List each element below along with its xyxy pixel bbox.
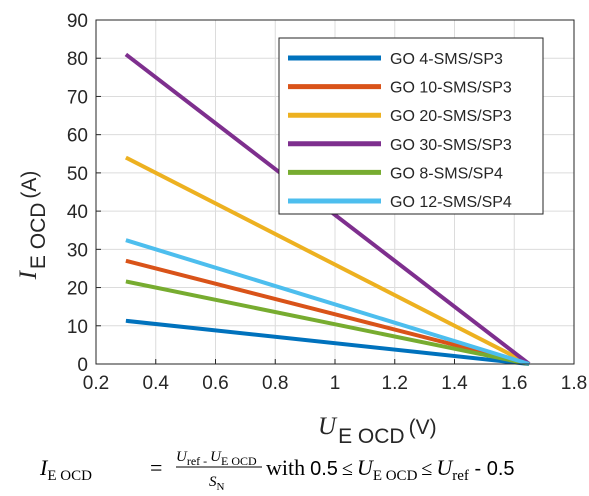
x-tick-label: 0.8 bbox=[262, 373, 288, 394]
x-tick-label: 0.4 bbox=[143, 373, 170, 394]
x-axis-label: UE OCD (V) bbox=[318, 413, 437, 448]
y-tick-label: 90 bbox=[67, 11, 88, 32]
legend-label-5: GO 8-SMS/SP4 bbox=[390, 165, 503, 182]
plot-frame bbox=[95, 19, 575, 365]
formula: IE OCD = Uref - UE OCD SN with 0.5 ≤ UE OCD… bbox=[39, 449, 515, 493]
y-tick-label: 20 bbox=[67, 279, 88, 300]
x-tick-label: 1.4 bbox=[441, 373, 468, 394]
x-tick-labels: 0.2 0.4 0.6 0.8 1 1.2 1.4 1.6 1.8 bbox=[83, 373, 587, 394]
legend-label-4: GO 30-SMS/SP3 bbox=[390, 137, 512, 154]
formula-range: with 0.5 ≤ UE OCD ≤ Uref - 0.5 bbox=[266, 455, 515, 484]
legend-label-1: GO 4-SMS/SP3 bbox=[390, 51, 503, 68]
y-axis-label: IE OCD(A) bbox=[15, 171, 50, 281]
series-line-1 bbox=[125, 318, 530, 366]
legend: GO 4-SMS/SP3 GO 10-SMS/SP3 GO 20-SMS/SP3 GO… bbox=[278, 37, 544, 215]
x-tick-label: 1 bbox=[330, 373, 341, 394]
legend-label-6: GO 12-SMS/SP4 bbox=[390, 194, 512, 211]
x-tick-label: 1.8 bbox=[561, 373, 587, 394]
series-line-6 bbox=[125, 238, 530, 366]
x-tick-label: 1.6 bbox=[501, 373, 527, 394]
y-tick-label: 80 bbox=[67, 49, 88, 70]
y-tick-label: 50 bbox=[67, 164, 88, 185]
y-tick-label: 10 bbox=[67, 317, 88, 338]
formula-numerator: Uref - UE OCD bbox=[176, 449, 257, 468]
y-tick-label: 60 bbox=[67, 126, 88, 147]
formula-lhs: IE OCD bbox=[39, 455, 92, 484]
y-tick-label: 70 bbox=[67, 87, 88, 108]
series-line-2 bbox=[125, 258, 530, 366]
x-tick-label: 1.2 bbox=[382, 373, 408, 394]
formula-equals: = bbox=[150, 455, 162, 480]
y-tick-labels: 0 10 20 30 40 50 60 70 80 90 bbox=[67, 11, 88, 376]
series-line-5 bbox=[125, 279, 530, 366]
legend-label-2: GO 10-SMS/SP3 bbox=[390, 80, 512, 97]
series-line-3 bbox=[124, 155, 531, 366]
legend-label-3: GO 20-SMS/SP3 bbox=[390, 108, 512, 125]
y-tick-label: 0 bbox=[77, 355, 88, 376]
x-tick-label: 0.2 bbox=[83, 373, 109, 394]
y-tick-label: 40 bbox=[67, 202, 88, 223]
y-tick-label: 30 bbox=[67, 240, 88, 261]
formula-denominator: SN bbox=[209, 474, 225, 493]
legend-box bbox=[278, 37, 544, 215]
x-tick-label: 0.6 bbox=[202, 373, 228, 394]
